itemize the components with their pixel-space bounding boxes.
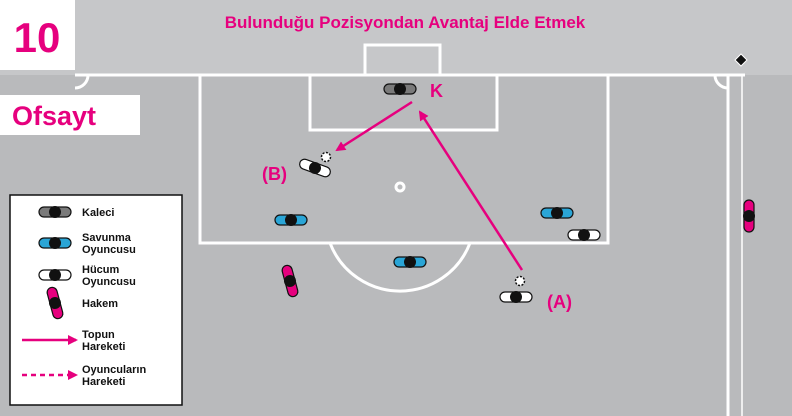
legend-icon [38, 269, 72, 281]
referee [281, 264, 299, 298]
label-a: (A) [547, 292, 572, 312]
legend: KaleciSavunmaOyuncusuHücumOyuncusuHakemT… [22, 206, 146, 388]
head [510, 291, 522, 303]
legend-label: Oyuncusu [82, 244, 136, 256]
goalkeeper [383, 83, 417, 95]
topic: Ofsayt [12, 101, 96, 131]
label-b: (B) [262, 164, 287, 184]
ball [514, 275, 526, 287]
legend-label: Topun [82, 329, 115, 341]
pitch-lines [74, 43, 748, 416]
attacker [499, 291, 533, 303]
head [284, 275, 296, 287]
head [743, 210, 755, 222]
legend-label: Oyuncusu [82, 276, 136, 288]
legend-box [9, 194, 183, 406]
legend-label: Hareketi [82, 376, 125, 388]
head [49, 237, 61, 249]
defender [393, 256, 427, 268]
defender [540, 207, 574, 219]
legend-label: Hareketi [82, 341, 125, 353]
legend-label: Hakem [82, 298, 118, 310]
topic-box [0, 95, 140, 135]
head [49, 269, 61, 281]
head [404, 256, 416, 268]
legend-label: Oyuncuların [82, 364, 146, 376]
head [285, 214, 297, 226]
number-box [0, 0, 75, 70]
defender [274, 214, 308, 226]
stands [0, 0, 792, 75]
legend-icon [46, 286, 64, 320]
label-k: K [430, 81, 443, 101]
head [309, 162, 321, 174]
assistant-referee [743, 199, 755, 233]
head [49, 297, 61, 309]
legend-icon [38, 206, 72, 218]
legend-icon [38, 237, 72, 249]
head [394, 83, 406, 95]
attacker [299, 158, 331, 178]
head [49, 206, 61, 218]
legend-label: Kaleci [82, 207, 114, 219]
number: 10 [14, 14, 61, 61]
legend-label: Hücum [82, 264, 120, 276]
title: Bulunduğu Pozisyondan Avantaj Elde Etmek [225, 13, 586, 32]
players [274, 83, 755, 303]
head [578, 229, 590, 241]
arrows [335, 100, 524, 271]
legend-label: Savunma [82, 232, 132, 244]
ball [320, 151, 332, 163]
head [551, 207, 563, 219]
attacker [567, 229, 601, 241]
